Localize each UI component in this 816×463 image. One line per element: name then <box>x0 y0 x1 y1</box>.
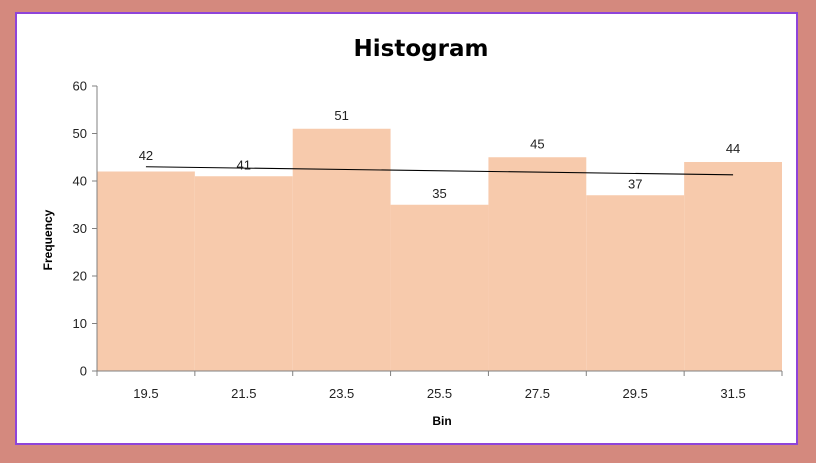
bar-29.5 <box>586 195 685 371</box>
y-tick-label: 30 <box>73 221 87 236</box>
y-axis-title: Frequency <box>41 209 55 270</box>
trendline-layer <box>145 166 734 176</box>
bar-23.5 <box>292 128 391 371</box>
x-tick-label: 21.5 <box>231 386 256 401</box>
y-tick-label: 60 <box>73 79 87 94</box>
bar-31.5 <box>684 162 782 371</box>
y-tick-label: 0 <box>80 364 87 379</box>
bar-27.5 <box>488 157 587 371</box>
data-label-21.5: 41 <box>237 157 251 172</box>
bar-21.5 <box>194 176 293 371</box>
y-tick-label: 20 <box>73 269 87 284</box>
x-tick-label: 31.5 <box>720 386 745 401</box>
data-label-31.5: 44 <box>726 141 740 156</box>
chart-frame: Histogram 0 10 20 30 40 50 60 19.5 21.5 23.5 25.5 2… <box>15 12 798 445</box>
histogram-chart: Histogram 0 10 20 30 40 50 60 19.5 21.5 23.5 25.5 2… <box>41 36 783 428</box>
y-tick-label: 10 <box>73 316 87 331</box>
bar-25.5 <box>390 204 489 371</box>
data-label-29.5: 37 <box>628 176 642 191</box>
data-label-25.5: 35 <box>432 186 446 201</box>
x-tick-label: 27.5 <box>525 386 550 401</box>
y-tick-label: 40 <box>73 174 87 189</box>
chart-title: Histogram <box>354 36 489 62</box>
axes-layer: 0 10 20 30 40 50 60 19.5 21.5 23.5 25.5 27.5 29.5 31.… <box>73 79 783 401</box>
data-label-19.5: 42 <box>139 148 153 163</box>
x-axis-title: Bin <box>432 414 451 428</box>
x-tick-label: 25.5 <box>427 386 452 401</box>
trendline <box>145 166 734 176</box>
bars-layer <box>97 128 782 371</box>
x-tick-label: 23.5 <box>329 386 354 401</box>
data-labels-layer: 42 41 51 35 45 37 44 <box>139 108 741 201</box>
y-tick-label: 50 <box>73 126 87 141</box>
x-tick-label: 19.5 <box>133 386 158 401</box>
data-label-27.5: 45 <box>530 136 544 151</box>
data-label-23.5: 51 <box>334 108 348 123</box>
bar-19.5 <box>97 171 195 371</box>
x-tick-label: 29.5 <box>623 386 648 401</box>
